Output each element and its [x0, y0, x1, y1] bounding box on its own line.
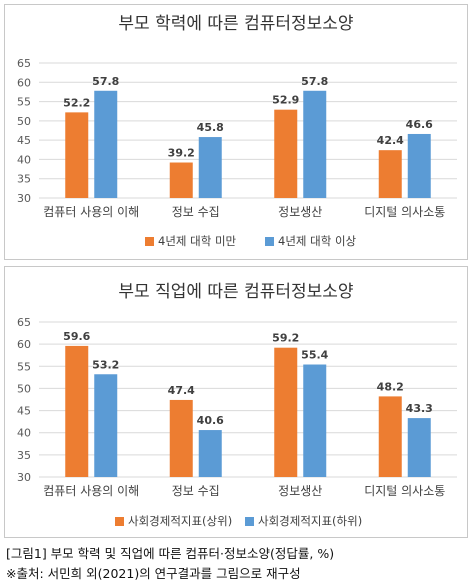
legend-label: 사회경제적지표(하위)	[258, 514, 362, 528]
category-label: 정보 수집	[172, 484, 220, 498]
chart-parent-education: 부모 학력에 따른 컴퓨터정보소양 30 35 40 45 50 55 60 65 52.2 57.…	[4, 4, 468, 260]
data-label: 59.2	[272, 332, 299, 345]
bar-series1	[65, 112, 89, 198]
data-label: 52.9	[272, 94, 299, 107]
category-label: 컴퓨터 사용의 이해	[43, 484, 139, 498]
y-tick-label: 60	[17, 338, 31, 351]
category-label: 정보생산	[278, 484, 322, 498]
data-label: 47.4	[168, 384, 195, 397]
bar-series2	[407, 418, 431, 477]
data-label: 55.4	[301, 349, 328, 362]
data-label: 45.8	[197, 121, 224, 134]
legend-label: 4년제 대학 이상	[278, 234, 357, 248]
legend-swatch	[115, 517, 124, 526]
category-label: 컴퓨터 사용의 이해	[43, 205, 139, 219]
y-tick-label: 30	[17, 192, 31, 205]
y-tick-label: 55	[17, 360, 31, 373]
bar-series1	[274, 109, 298, 198]
chart-title: 부모 직업에 따른 컴퓨터정보소양	[118, 282, 353, 302]
bar-series2	[407, 133, 431, 198]
y-tick-label: 60	[17, 76, 31, 89]
y-tick-label: 50	[17, 382, 31, 395]
chart-parent-occupation: 부모 직업에 따른 컴퓨터정보소양 30 35 40 45 50 55 60 65 59.6 53.…	[4, 266, 468, 538]
chart-title: 부모 학력에 따른 컴퓨터정보소양	[118, 14, 353, 34]
data-label: 42.4	[377, 134, 404, 147]
bar-series1	[378, 150, 402, 198]
y-tick-label: 45	[17, 405, 31, 418]
legend-label: 사회경제적지표(상위)	[128, 514, 232, 528]
data-label: 59.6	[63, 330, 90, 343]
data-label: 43.3	[406, 402, 433, 415]
y-tick-label: 40	[17, 153, 31, 166]
y-tick-label: 45	[17, 134, 31, 147]
data-label: 39.2	[168, 147, 195, 160]
bar-series2	[198, 137, 222, 198]
chart-parent-occupation-svg: 부모 직업에 따른 컴퓨터정보소양 30 35 40 45 50 55 60 65 59.6 53.…	[17, 282, 457, 528]
data-label: 57.8	[301, 75, 328, 88]
bar-series1	[274, 347, 298, 477]
bar-series2	[198, 430, 222, 477]
y-tick-label: 30	[17, 471, 31, 484]
category-label: 정보생산	[278, 205, 322, 219]
bar-series2	[94, 374, 118, 477]
bar-series1	[169, 162, 193, 198]
bar-series1	[65, 345, 89, 477]
bar-series1	[169, 399, 193, 477]
legend-swatch	[265, 237, 274, 246]
figure-caption: [그림1] 부모 학력 및 직업에 따른 컴퓨터·정보소양(정답률, %)	[6, 546, 335, 561]
y-tick-label: 35	[17, 449, 31, 462]
data-label: 57.8	[92, 75, 119, 88]
bar-series2	[303, 364, 327, 477]
bar-series2	[303, 90, 327, 198]
y-tick-label: 50	[17, 115, 31, 128]
category-label: 디지털 의사소통	[364, 205, 445, 219]
y-tick-label: 40	[17, 427, 31, 440]
y-tick-label: 35	[17, 173, 31, 186]
data-label: 40.6	[197, 414, 224, 427]
source-note: ※출처: 서민희 외(2021)의 연구결과를 그림으로 재구성	[6, 566, 301, 581]
y-tick-label: 65	[17, 57, 31, 70]
legend-swatch	[245, 517, 254, 526]
category-label: 디지털 의사소통	[364, 484, 445, 498]
data-label: 46.6	[406, 118, 433, 131]
y-tick-label: 65	[17, 316, 31, 329]
bar-series2	[94, 90, 118, 198]
chart-parent-education-svg: 부모 학력에 따른 컴퓨터정보소양303540455055606552.257.…	[17, 14, 457, 248]
data-label: 53.2	[92, 358, 119, 371]
category-label: 정보 수집	[172, 205, 220, 219]
data-label: 52.2	[63, 96, 90, 109]
y-tick-label: 55	[17, 96, 31, 109]
legend-label: 4년제 대학 미만	[158, 234, 237, 248]
legend-swatch	[145, 237, 154, 246]
data-label: 48.2	[377, 380, 404, 393]
bar-series1	[378, 396, 402, 477]
